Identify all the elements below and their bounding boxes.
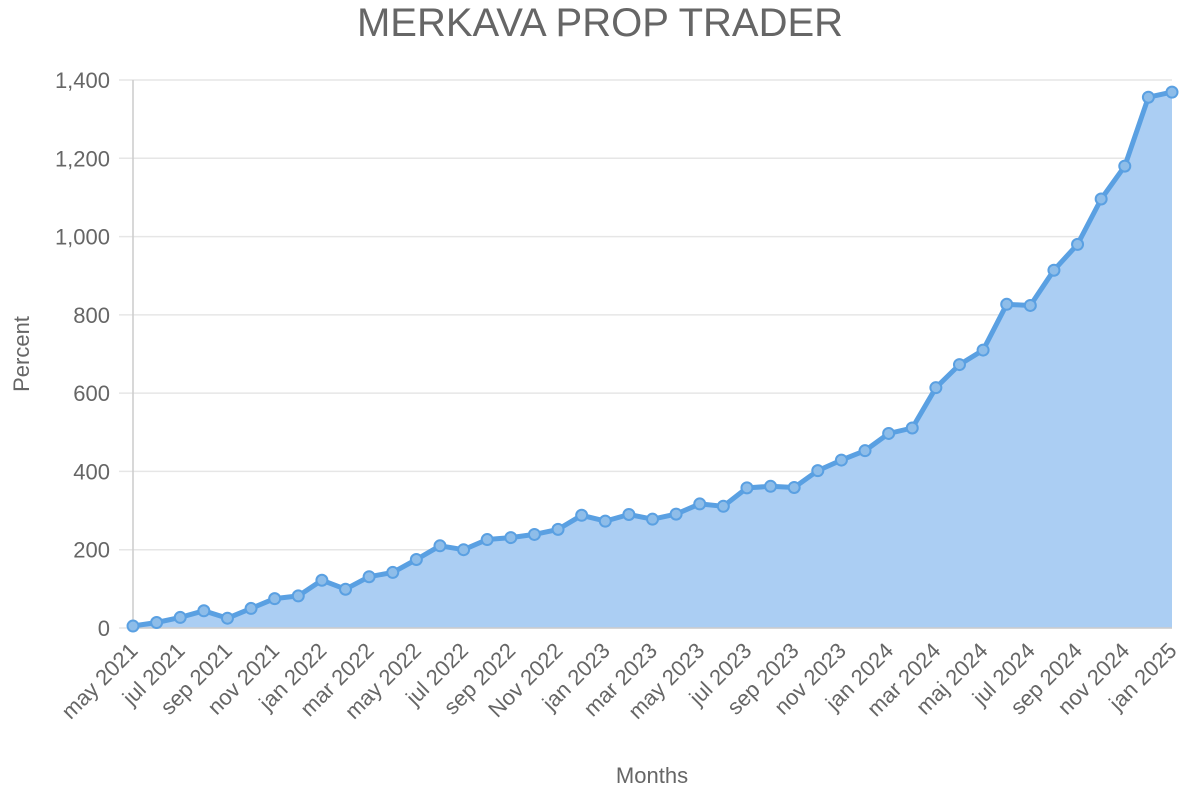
y-tick-label: 0 [98, 616, 110, 641]
data-point [315, 573, 329, 587]
y-tick-labels: 0 200 400 600 800 1,000 1,200 1,400 [55, 68, 110, 641]
data-point [433, 539, 447, 553]
data-point [197, 604, 211, 618]
series-area [133, 92, 1172, 629]
grid-lines [119, 79, 1172, 629]
data-point [882, 426, 896, 440]
data-point [1165, 85, 1179, 99]
data-point [173, 610, 187, 624]
data-point [976, 343, 990, 357]
data-point [457, 543, 471, 557]
data-point [1141, 90, 1155, 104]
axes [132, 80, 1172, 629]
data-point [598, 514, 612, 528]
data-point [126, 619, 140, 633]
data-point [740, 481, 754, 495]
area-fill-layer [133, 92, 1172, 629]
data-point [551, 522, 565, 536]
y-tick-label: 1,200 [55, 146, 110, 171]
data-point [291, 589, 305, 603]
data-point [787, 480, 801, 494]
x-axis-title: Months [616, 763, 688, 788]
data-point [905, 421, 919, 435]
y-axis-title: Percent [9, 316, 34, 392]
data-point [150, 616, 164, 630]
data-point [646, 512, 659, 526]
data-point [1071, 237, 1085, 251]
y-tick-label: 800 [73, 303, 110, 328]
data-point [716, 499, 730, 513]
data-point [1094, 192, 1108, 206]
y-tick-label: 200 [73, 538, 110, 563]
data-point [409, 553, 423, 566]
data-point [362, 570, 376, 584]
y-tick-label: 400 [73, 459, 110, 484]
data-points [126, 85, 1179, 633]
data-point [858, 444, 872, 458]
data-point [268, 592, 282, 606]
data-point [1000, 297, 1014, 311]
data-point [244, 601, 258, 615]
data-point [339, 582, 353, 596]
data-point [575, 508, 589, 522]
data-point [669, 507, 683, 521]
data-point [1118, 159, 1132, 173]
data-point [693, 497, 707, 511]
data-point [386, 565, 400, 579]
data-point [952, 358, 966, 372]
y-tick-label: 1,400 [55, 68, 110, 93]
data-point [929, 381, 943, 395]
chart-title: MERKAVA PROP TRADER [357, 1, 843, 45]
y-tick-label: 1,000 [55, 225, 110, 250]
y-tick-label: 600 [73, 381, 110, 406]
data-point [811, 464, 825, 478]
data-point [764, 479, 778, 493]
data-point [504, 531, 518, 545]
data-point [1023, 298, 1037, 312]
data-point [834, 453, 848, 467]
data-point [1047, 263, 1061, 277]
data-point [527, 527, 541, 541]
data-point [622, 507, 636, 521]
data-point [220, 611, 234, 625]
data-point [480, 533, 494, 547]
